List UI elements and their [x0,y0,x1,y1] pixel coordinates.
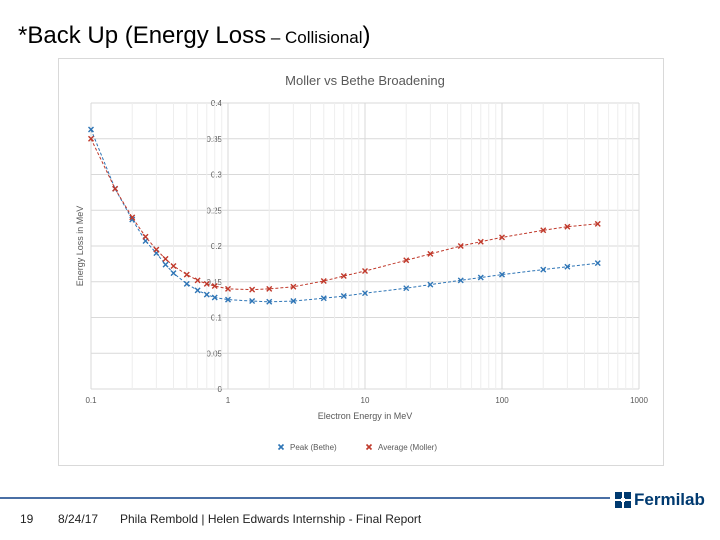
data-point [320,278,327,285]
legend-label: Average (Moller) [378,443,437,452]
legend-marker [365,443,373,451]
data-point [112,185,119,192]
slide-number: 19 [20,512,34,526]
y-tick-label: 0.2 [211,242,223,251]
title-main: *Back Up (Energy Loss [18,22,267,49]
chart-frame: Moller vs Bethe Broadening 0 0.05 0.1 0.15 0.… [58,58,664,466]
data-point [162,255,169,262]
data-point [203,291,210,298]
data-point [403,285,410,292]
data-point [564,223,571,230]
slide-title: *Back Up (Energy Loss – Collisional) [18,22,371,50]
data-point [499,271,505,278]
chart-title: Moller vs Bethe Broadening [285,73,445,88]
data-point [183,271,190,278]
data-point [290,283,297,290]
y-tick-label: 0.4 [211,99,223,108]
logo-text: Fermilab [634,490,705,509]
x-tick-label: 100 [495,396,509,405]
slide-date: 8/24/17 [58,512,99,526]
series-line-1 [90,129,598,303]
data-point [403,257,410,264]
data-point [225,285,231,292]
data-point [225,296,231,303]
chart-svg: Moller vs Bethe Broadening00.050.10.150.… [75,73,648,452]
data-point [142,233,149,240]
data-point [457,243,464,249]
data-point [88,135,94,142]
x-tick-label: 10 [361,396,370,405]
data-point [457,277,464,284]
data-point [427,281,434,288]
data-point [170,263,177,270]
x-axis-title: Electron Energy in MeV [318,411,413,421]
data-point [129,214,136,221]
data-point [211,283,218,290]
data-point [540,227,547,234]
data-point [290,298,297,305]
data-point [362,290,368,297]
data-point [211,294,218,301]
y-tick-label: 0.3 [211,171,223,180]
data-point [170,270,177,277]
title-close: ) [362,22,371,49]
data-point [194,287,201,294]
data-point [266,298,273,305]
data-point [564,263,571,270]
data-point [162,261,169,268]
footer-rule [0,497,610,499]
data-point [194,277,201,284]
data-point [594,220,601,227]
data-point [203,280,210,287]
data-point [129,216,136,223]
data-point [477,238,484,245]
y-tick-label: 0 [218,385,223,394]
legend-label: Peak (Bethe) [290,443,337,452]
fermilab-logo: Fermilab [614,490,705,510]
data-point [266,285,273,292]
y-tick-label: 0.1 [211,314,223,323]
data-point [499,234,505,241]
data-point [362,268,368,275]
x-tick-label: 0.1 [85,396,97,405]
data-point [340,273,347,280]
data-point [540,266,547,273]
x-tick-label: 1 [226,396,231,405]
x-tick-label: 1000 [630,396,648,405]
data-point [153,246,160,253]
title-sub: Collisional [285,28,363,47]
data-point [427,250,434,257]
title-dash: – [266,28,286,47]
data-point [477,274,484,281]
data-point [594,260,601,267]
data-point [183,280,190,287]
data-point [88,126,94,133]
legend-marker [277,443,285,451]
y-axis-title: Energy Loss in MeV [75,206,85,287]
data-point [320,295,327,302]
data-point [249,286,256,293]
data-point [249,298,256,305]
data-point [340,293,347,300]
footer-text: Phila Rembold | Helen Edwards Internship… [120,512,422,526]
fermilab-mark-icon [615,492,631,508]
